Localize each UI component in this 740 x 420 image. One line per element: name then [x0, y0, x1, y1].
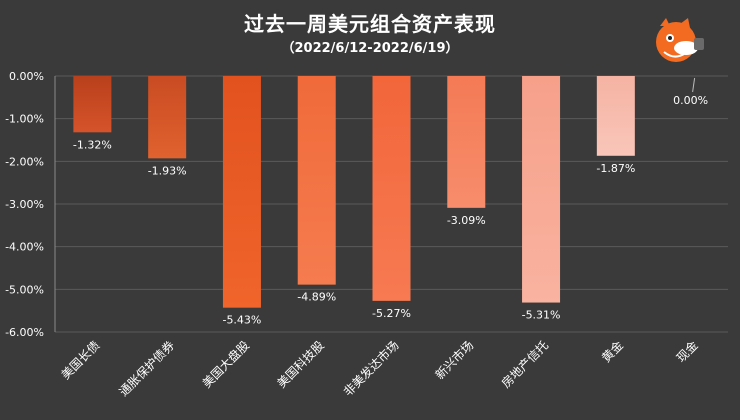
bar: [447, 76, 486, 208]
animal-logo-icon: [656, 18, 704, 62]
x-category-label: 现金: [673, 338, 701, 366]
bar: [148, 76, 187, 159]
x-category-label: 新兴市场: [432, 338, 477, 383]
bar: [522, 76, 561, 303]
data-label: -1.93%: [148, 164, 187, 177]
bar: [297, 76, 336, 285]
bar: [372, 76, 411, 301]
leader-line: [692, 77, 696, 93]
x-category-label: 通胀保护债券: [116, 338, 178, 400]
x-category-label: 美国科技股: [275, 338, 327, 390]
y-tick-label: -5.00%: [5, 283, 44, 296]
data-label: -5.31%: [522, 309, 561, 322]
data-label: -5.43%: [222, 314, 261, 327]
x-category-label: 美国长债: [59, 338, 103, 382]
chart-title: 过去一周美元组合资产表现: [244, 12, 496, 36]
y-tick-label: 0.00%: [9, 70, 44, 83]
y-tick-label: -4.00%: [5, 241, 44, 254]
bar: [73, 76, 112, 133]
data-label: 0.00%: [673, 94, 708, 107]
x-category-label: 非美发达市场: [340, 338, 402, 400]
data-label: -3.09%: [447, 214, 486, 227]
data-label: -5.27%: [372, 307, 411, 320]
y-tick-label: -1.00%: [5, 113, 44, 126]
bar: [596, 76, 635, 156]
x-category-label: 黄金: [598, 338, 626, 366]
chart-subtitle: （2022/6/12-2022/6/19）: [281, 41, 459, 56]
data-label: -4.89%: [297, 291, 336, 304]
bar: [222, 76, 261, 308]
x-category-label: 房地产信托: [498, 338, 551, 391]
data-label: -1.87%: [596, 162, 635, 175]
y-tick-label: -3.00%: [5, 198, 44, 211]
y-tick-label: -6.00%: [5, 326, 44, 339]
data-label: -1.32%: [73, 138, 112, 151]
x-category-label: 美国大盘股: [199, 338, 252, 391]
y-tick-label: -2.00%: [5, 155, 44, 168]
